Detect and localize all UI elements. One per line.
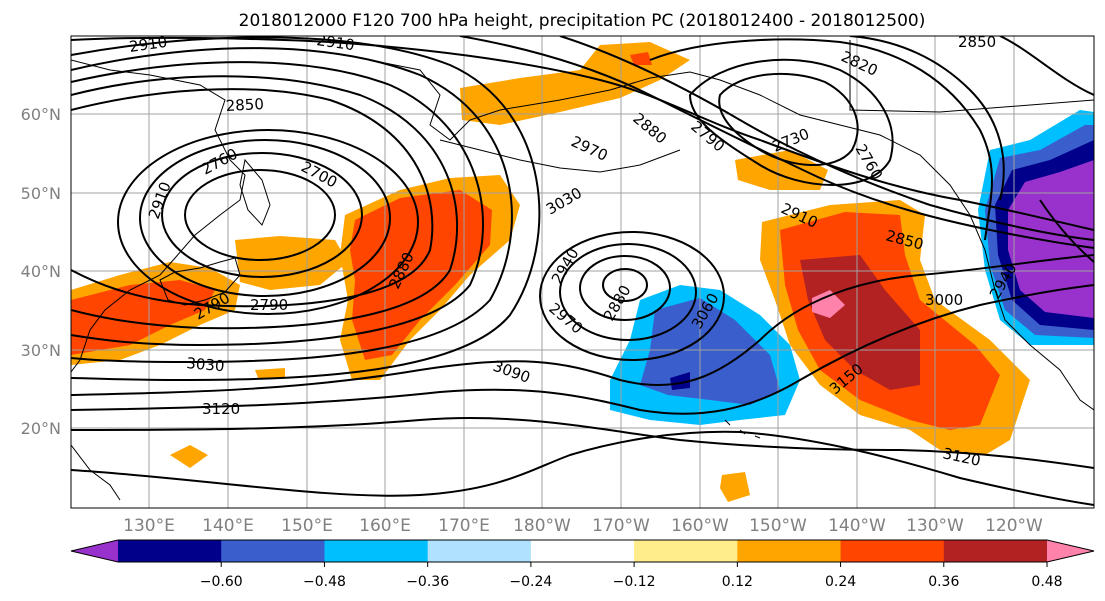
contour-label: 2850: [225, 95, 264, 115]
colorbar-tick-label: −0.12: [613, 574, 656, 590]
lon-label: 150°E: [281, 516, 333, 536]
colorbar-tick-label: 0.12: [722, 574, 753, 590]
colorbar-segment: [530, 540, 635, 562]
contour-label: 3000: [925, 291, 963, 309]
colorbar-outline: [70, 539, 1095, 563]
lon-label: 160°E: [359, 516, 411, 536]
map-title: 2018012000 F120 700 hPa height, precipit…: [239, 11, 926, 31]
coast-aleutians: [439, 139, 681, 173]
colorbar-tick-label: −0.36: [406, 574, 449, 590]
contour-label: 2910: [128, 33, 168, 56]
colorbar-segment: [118, 540, 222, 562]
coast-alaska: [379, 61, 1094, 411]
lon-label: 150°W: [749, 516, 807, 536]
shading-aleutian: [460, 42, 690, 125]
lon-labels: 130°E 140°E 150°E 160°E 170°E 180°W 170°…: [123, 516, 1043, 536]
colorbar-segment: [427, 540, 532, 562]
contour-label: 2910: [315, 31, 355, 54]
contour-label: 3120: [202, 400, 240, 418]
colorbar-tick-label: 0.48: [1031, 574, 1062, 590]
colorbar: −0.60 −0.48 −0.36 −0.24 −0.12 0.12 0.24 0.36 0.4…: [70, 539, 1095, 590]
lat-label: 30°N: [21, 341, 61, 360]
colorbar-tick-label: −0.24: [509, 574, 552, 590]
lon-label: 170°E: [438, 516, 490, 536]
map-panel: 2910 2910 2850 2820 2850 2760 2700 2730 …: [71, 31, 1094, 508]
colorbar-segment: [943, 540, 1048, 562]
lon-label: 160°W: [671, 516, 729, 536]
colorbar-segment: [324, 540, 429, 562]
contour-west-low-1: [184, 169, 336, 261]
lat-labels: 60°N 50°N 40°N 30°N 20°N: [21, 105, 61, 438]
colorbar-tick-label: 0.36: [928, 574, 959, 590]
lat-label: 60°N: [21, 105, 61, 124]
lon-label: 180°W: [513, 516, 571, 536]
contour-label: 3030: [186, 354, 226, 375]
contour-central-low-1: [602, 268, 648, 302]
colorbar-segment: [634, 540, 738, 562]
lon-label: 130°W: [906, 516, 964, 536]
colorbar-tick-label: −0.60: [200, 574, 243, 590]
coast-kamchatka: [239, 158, 271, 226]
colorbar-ticks: −0.60 −0.48 −0.36 −0.24 −0.12 0.12 0.24 0.36 0.4…: [200, 562, 1063, 590]
colorbar-tick-label: −0.48: [303, 574, 346, 590]
lon-label: 130°E: [123, 516, 175, 536]
contour-label: 2850: [958, 33, 996, 51]
lon-label: 170°W: [592, 516, 650, 536]
lon-label: 120°W: [985, 516, 1043, 536]
lat-label: 20°N: [21, 419, 61, 438]
coastlines: [71, 40, 1094, 501]
colorbar-segments: [118, 540, 1048, 562]
colorbar-min-extend: [71, 540, 118, 562]
colorbar-segment: [840, 540, 945, 562]
lat-label: 50°N: [21, 184, 61, 203]
lat-label: 40°N: [21, 262, 61, 281]
colorbar-segment: [737, 540, 842, 562]
lon-label: 140°W: [828, 516, 886, 536]
coast-asia: [71, 59, 246, 373]
height-contours: [71, 36, 1094, 506]
colorbar-max-extend: [1047, 540, 1094, 562]
colorbar-segment: [221, 540, 325, 562]
lon-label: 140°E: [202, 516, 254, 536]
map-frame: [70, 35, 1095, 509]
colorbar-tick-label: 0.24: [825, 574, 856, 590]
contour-label: 2790: [250, 296, 288, 314]
